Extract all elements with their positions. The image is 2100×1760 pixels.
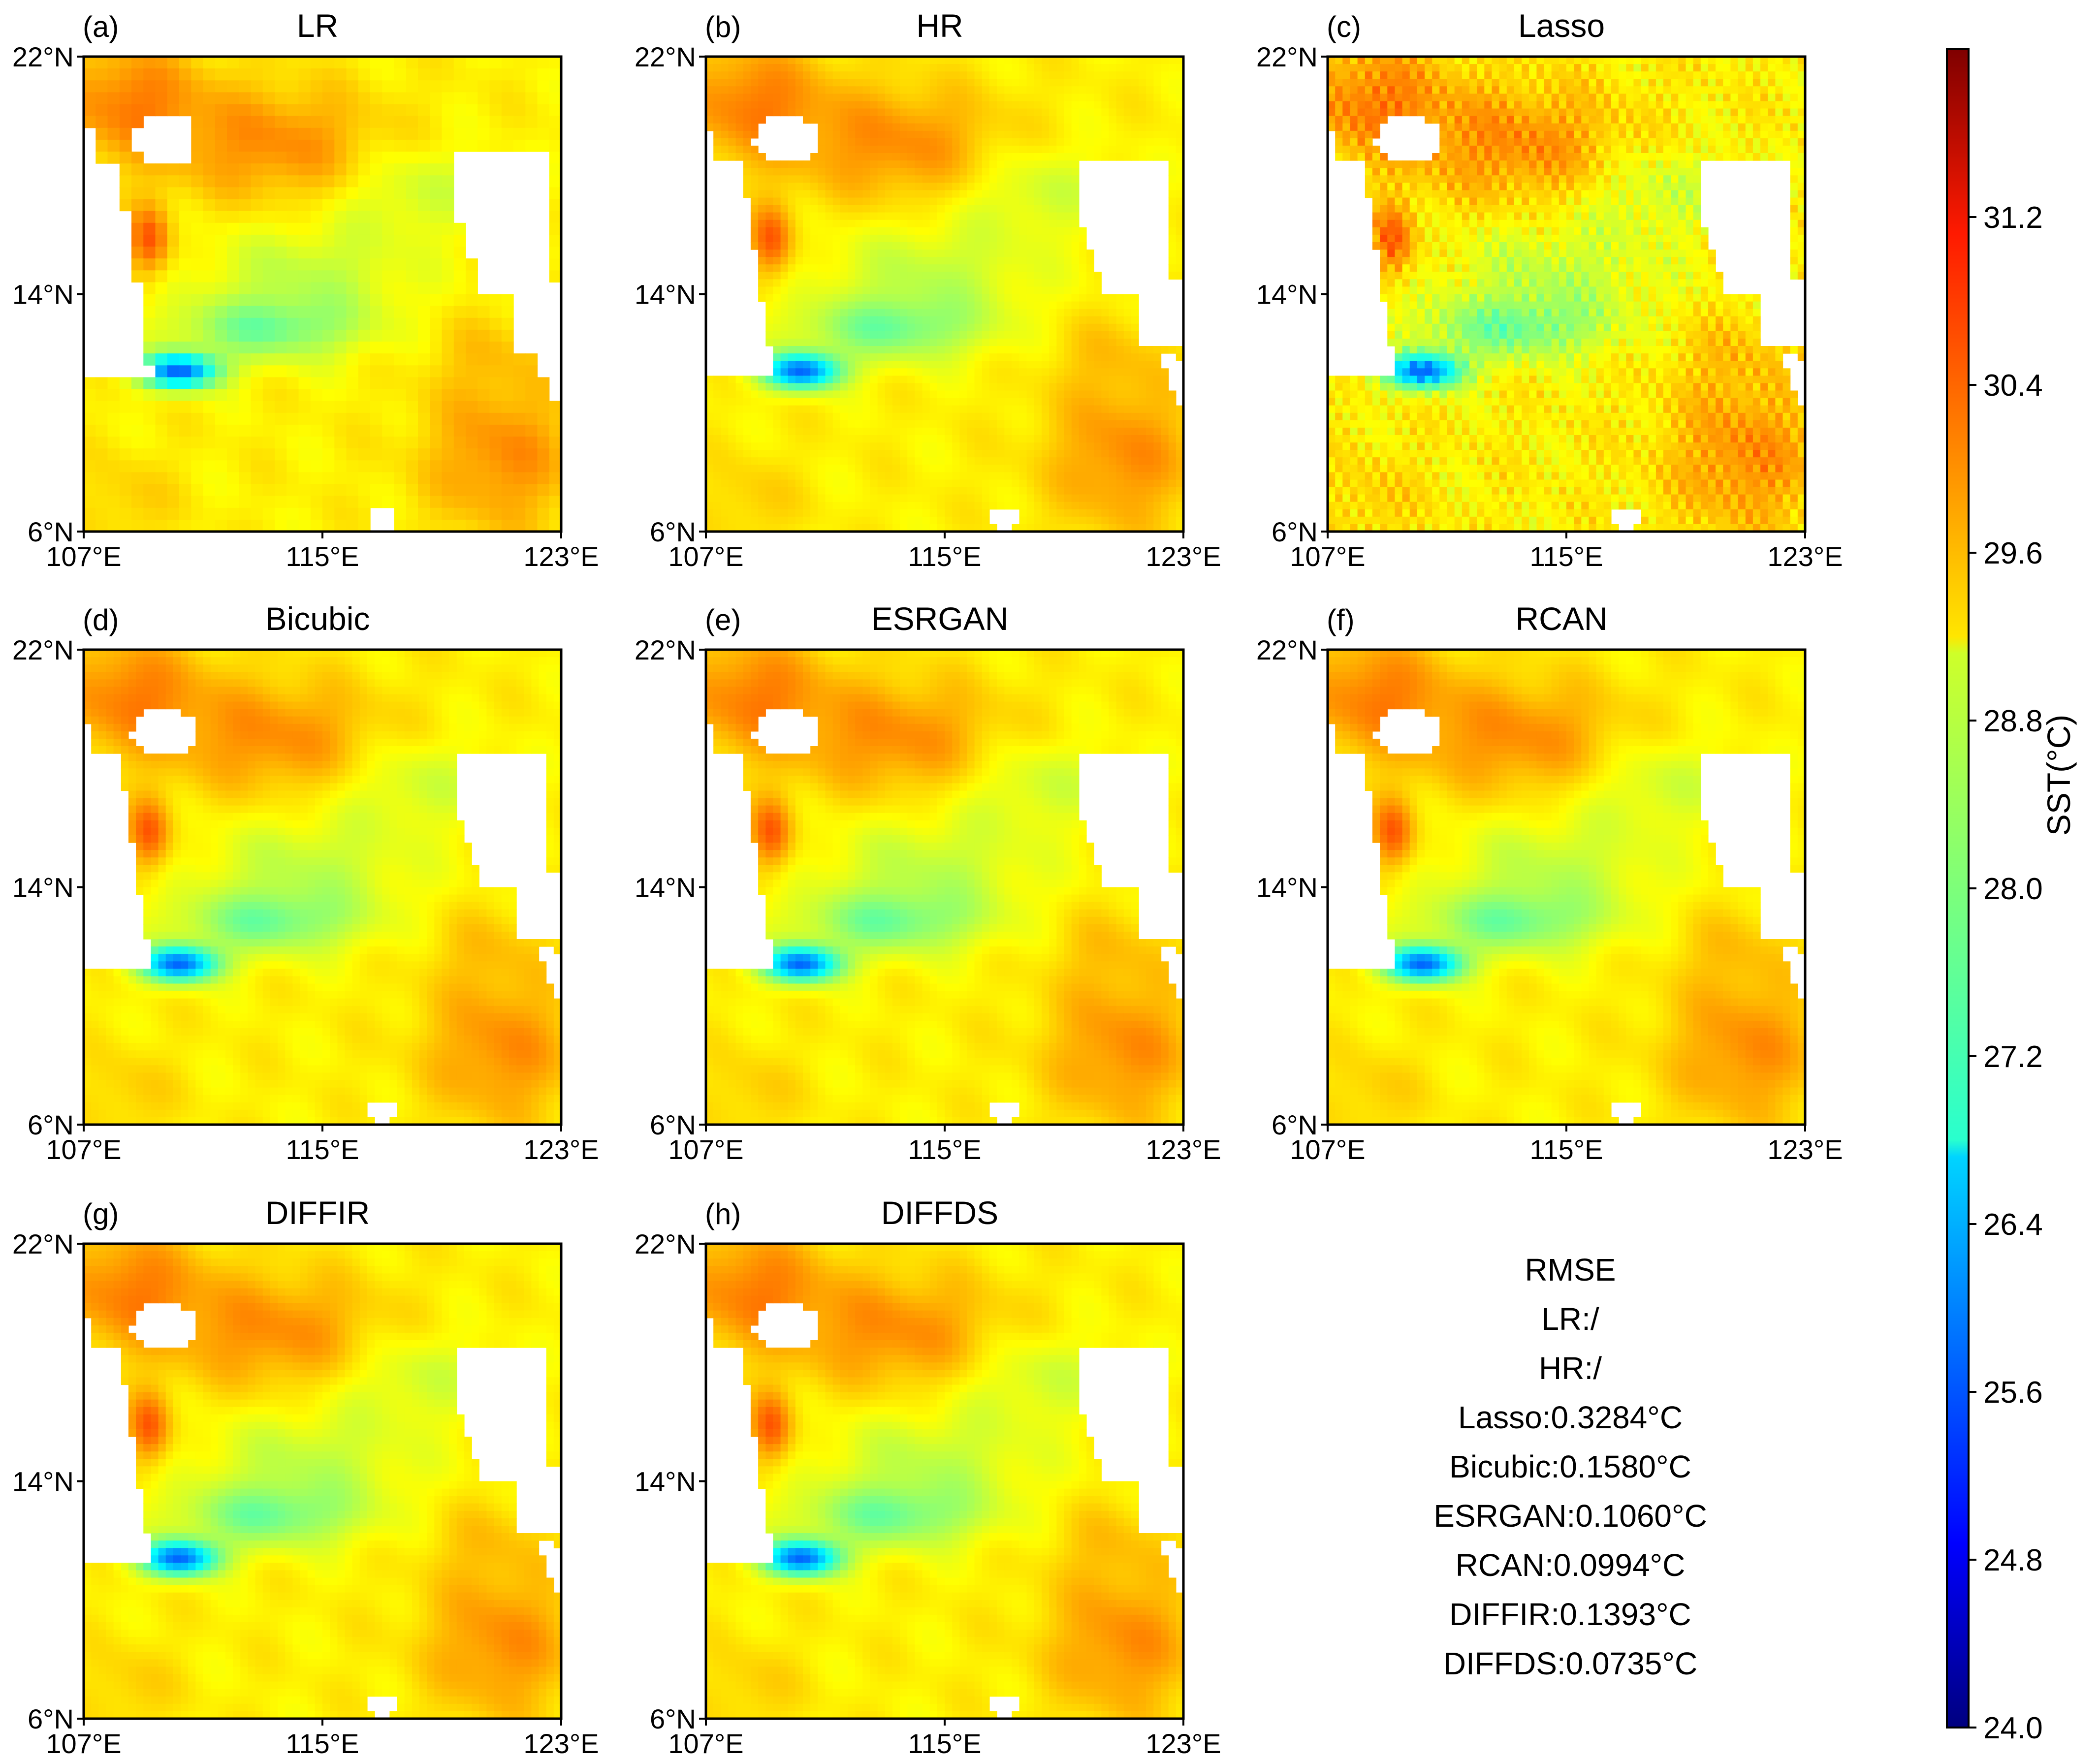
x-tick-label: 115°E [286,1728,359,1758]
sst-field-a [84,57,562,532]
x-tick-label: 115°E [286,541,359,572]
y-tick-label: 6°N [28,1109,74,1140]
x-tick-label: 123°E [1767,1134,1843,1165]
rmse-diffds: DIFFDS:0.0735°C [1378,1639,1762,1688]
y-tick-label: 6°N [28,516,74,547]
y-tick-label: 6°N [28,1703,74,1734]
rmse-summary: RMSE LR:/ HR:/ Lasso:0.3284°C Bicubic:0.… [1378,1245,1762,1688]
panel-title-b: HR [916,7,963,44]
sst-field-d [84,650,562,1125]
panel-label-a: (a) [83,10,119,43]
y-tick-label: 22°N [1256,634,1318,665]
rmse-hr: HR:/ [1378,1344,1762,1393]
y-tick-label: 22°N [1256,41,1318,72]
panel-label-d: (d) [83,603,119,636]
panel-label-b: (b) [705,10,741,43]
x-tick-label: 115°E [1529,541,1603,572]
rmse-title: RMSE [1378,1245,1762,1294]
rmse-lasso: Lasso:0.3284°C [1378,1393,1762,1442]
panel-title-c: Lasso [1518,7,1605,44]
x-tick-label: 115°E [908,1728,981,1758]
x-tick-label: 115°E [286,1134,359,1165]
y-tick-label: 14°N [635,1466,696,1497]
panel-title-f: RCAN [1515,600,1607,637]
x-tick-label: 123°E [523,1728,599,1758]
colorbar: 24.0 24.8 25.6 26.4 27.2 28.0 28.8 29.6 30.4 31.2… [1947,49,2077,1745]
x-tick-label: 115°E [908,1134,981,1165]
sst-field-h [706,1244,1184,1719]
y-tick-label: 14°N [635,872,696,903]
y-tick-label: 14°N [635,279,696,310]
panel-title-d: Bicubic [265,600,370,637]
rmse-lr: LR:/ [1378,1294,1762,1344]
y-tick-label: 22°N [12,1228,74,1259]
colorbar-tick-label: 26.4 [1983,1208,2043,1242]
y-tick-label: 6°N [650,1703,696,1734]
colorbar-tick-label: 25.6 [1983,1376,2043,1410]
colorbar-tick-label: 30.4 [1983,369,2043,403]
y-tick-label: 22°N [12,41,74,72]
colorbar-tick-label: 27.2 [1983,1040,2043,1074]
sst-field-e [706,650,1184,1125]
colorbar-tick-label: 28.0 [1983,872,2043,906]
x-tick-label: 123°E [523,541,599,572]
panel-label-g: (g) [83,1197,119,1230]
colorbar-tick-label: 24.8 [1983,1543,2043,1577]
x-tick-label: 123°E [1145,1728,1221,1758]
rmse-rcan: RCAN:0.0994°C [1378,1540,1762,1590]
panel-title-h: DIFFDS [881,1194,998,1231]
panel-label-h: (h) [705,1197,741,1230]
panel-label-e: (e) [705,603,741,636]
y-tick-label: 22°N [635,1228,696,1259]
sst-field-c [1328,57,1806,532]
y-tick-label: 22°N [635,634,696,665]
colorbar-label: SST(°C) [2040,715,2077,836]
y-tick-label: 6°N [650,1109,696,1140]
colorbar-bar [1947,49,1969,1728]
y-tick-label: 14°N [1256,279,1318,310]
x-tick-label: 115°E [908,541,981,572]
y-tick-label: 6°N [1272,1109,1318,1140]
panel-label-c: (c) [1327,10,1361,43]
colorbar-tick-label: 24.0 [1983,1711,2043,1745]
x-tick-label: 123°E [1145,1134,1221,1165]
x-tick-label: 123°E [1767,541,1843,572]
y-tick-label: 6°N [650,516,696,547]
y-tick-label: 6°N [1272,516,1318,547]
y-tick-label: 14°N [12,279,74,310]
x-tick-label: 115°E [1529,1134,1603,1165]
x-tick-label: 123°E [523,1134,599,1165]
x-tick-label: 123°E [1145,541,1221,572]
panel-label-f: (f) [1327,603,1355,636]
colorbar-tick-label: 31.2 [1983,201,2043,235]
y-tick-label: 14°N [1256,872,1318,903]
panel-title-e: ESRGAN [871,600,1009,637]
rmse-diffir: DIFFIR:0.1393°C [1378,1590,1762,1639]
sst-field-f [1328,650,1806,1125]
colorbar-tick-label: 28.8 [1983,704,2043,738]
sst-field-b [706,57,1184,532]
sst-field-g [84,1244,562,1719]
rmse-esrgan: ESRGAN:0.1060°C [1378,1491,1762,1540]
y-tick-label: 22°N [635,41,696,72]
colorbar-tick-label: 29.6 [1983,536,2043,570]
rmse-bicubic: Bicubic:0.1580°C [1378,1442,1762,1491]
y-tick-label: 14°N [12,1466,74,1497]
y-tick-label: 14°N [12,872,74,903]
panel-title-g: DIFFIR [265,1194,370,1231]
y-tick-label: 22°N [12,634,74,665]
panel-title-a: LR [297,7,338,44]
